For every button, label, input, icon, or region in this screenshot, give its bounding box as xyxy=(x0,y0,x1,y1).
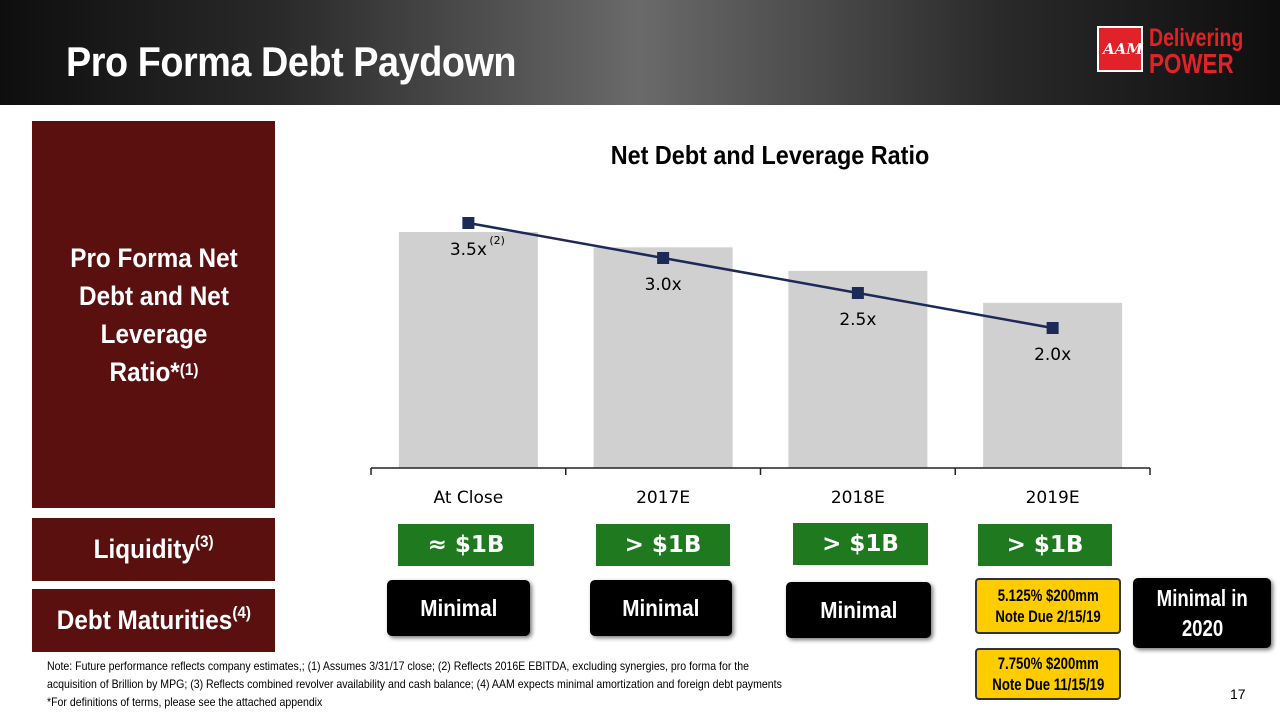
logo-tagline-1: Delivering xyxy=(1149,24,1244,52)
page-title: Pro Forma Debt Paydown xyxy=(66,38,517,85)
liquidity-2019e: > $1B xyxy=(978,524,1112,566)
chart-title: Net Debt and Leverage Ratio xyxy=(610,140,930,170)
leverage-marker xyxy=(1046,322,1059,334)
data-label: 2.0x xyxy=(1034,345,1071,365)
footnote-ref-2: (2) xyxy=(489,234,505,247)
maturity-2020-line2: 2020 xyxy=(1181,615,1223,641)
liquidity-at-close: ≈ $1B xyxy=(398,524,534,566)
side-label-debt-text: Debt Maturities xyxy=(56,605,232,635)
note-2019-nov-line2: Note Due 11/15/19 xyxy=(992,675,1104,694)
x-tick-label: At Close xyxy=(434,488,504,508)
note-2019-nov-line1: 7.750% $200mm xyxy=(997,654,1099,673)
x-tick-label: 2018E xyxy=(831,488,885,508)
footnote-ref-4: (4) xyxy=(231,603,251,622)
footnote-ref-1: (1) xyxy=(179,359,198,379)
note-2019-nov: 7.750% $200mm Note Due 11/15/19 xyxy=(975,648,1121,700)
maturity-2020-line1: Minimal in xyxy=(1156,585,1248,611)
chart-bar xyxy=(398,232,538,468)
maturity-2017e: Minimal xyxy=(590,580,732,636)
note-2019-feb-line2: Note Due 2/15/19 xyxy=(995,607,1101,626)
note-2019-feb-line1: 5.125% $200mm xyxy=(997,586,1099,605)
maturity-2018e: Minimal xyxy=(786,582,931,638)
footnote-line: Note: Future performance reflects compan… xyxy=(47,659,749,673)
leverage-line xyxy=(468,221,1053,330)
maturity-2020: Minimal in 2020 xyxy=(1133,578,1271,648)
leverage-marker xyxy=(657,252,670,264)
logo-tagline-2: POWER xyxy=(1149,48,1234,79)
note-2019-feb: 5.125% $200mm Note Due 2/15/19 xyxy=(975,578,1121,634)
liquidity-2017e: > $1B xyxy=(596,524,730,566)
liquidity-2018e: > $1B xyxy=(793,523,928,565)
aam-logo-icon: AAM xyxy=(1097,26,1143,72)
data-label: 2.5x xyxy=(839,310,876,330)
page-number: 17 xyxy=(1230,686,1246,702)
header-bar xyxy=(0,0,1280,105)
x-tick-label: 2017E xyxy=(636,488,690,508)
footnote-line: acquisition of Brillion by MPG; (3) Refl… xyxy=(47,677,782,691)
chart-bar xyxy=(593,247,733,468)
side-label-net-debt: Pro Forma Net Debt and Net Leverage Rati… xyxy=(32,121,275,508)
leverage-marker xyxy=(462,217,475,229)
chart-bar xyxy=(788,270,928,468)
data-label: 3.5x xyxy=(450,240,487,260)
footnote-line: *For definitions of terms, please see th… xyxy=(47,695,323,709)
side-label-debt-maturities: Debt Maturities(4) xyxy=(32,589,275,652)
footnote-ref-3: (3) xyxy=(194,532,214,551)
maturity-2017e-text: Minimal xyxy=(622,594,700,621)
x-tick-label: 2019E xyxy=(1026,488,1080,508)
maturity-at-close: Minimal xyxy=(387,580,530,636)
logo-mark: AAM xyxy=(1103,40,1143,58)
company-logo: AAM Delivering POWER xyxy=(1097,24,1262,79)
side-label-net-debt-text: Pro Forma Net Debt and Net Leverage Rati… xyxy=(69,242,238,387)
maturity-2018e-text: Minimal xyxy=(819,596,898,623)
leverage-marker xyxy=(851,287,864,299)
data-label: 3.0x xyxy=(645,275,682,295)
side-label-liquidity-text: Liquidity xyxy=(93,534,195,564)
side-label-liquidity: Liquidity(3) xyxy=(32,518,275,581)
maturity-at-close-text: Minimal xyxy=(419,594,498,621)
footnotes: Note: Future performance reflects compan… xyxy=(47,657,839,711)
